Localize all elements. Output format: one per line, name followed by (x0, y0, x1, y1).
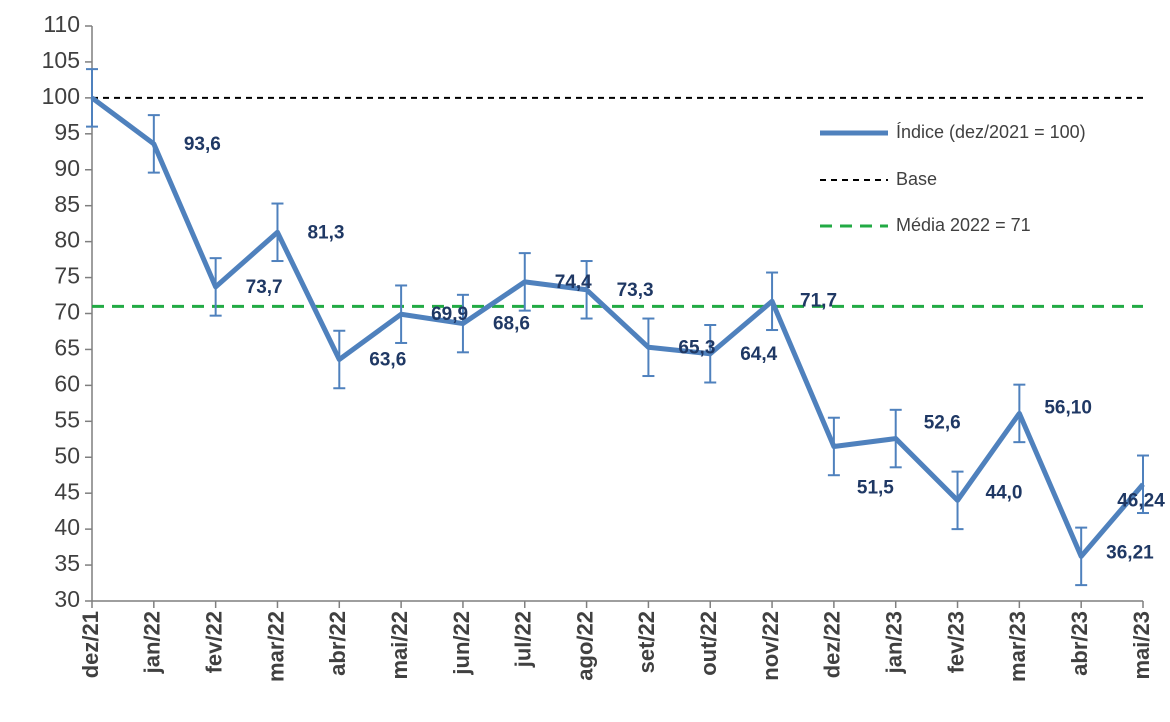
y-tick-label: 40 (54, 514, 80, 540)
value-label: 46,24 (1117, 490, 1165, 511)
x-tick-label: nov/22 (758, 611, 783, 681)
x-tick-label: abr/23 (1067, 611, 1092, 676)
y-tick-label: 45 (54, 478, 80, 504)
x-tick-label: jan/23 (882, 611, 907, 674)
legend-label: Base (896, 169, 937, 189)
x-tick-label: fev/22 (201, 611, 226, 673)
value-label: 36,21 (1106, 542, 1154, 563)
x-tick-label: dez/22 (820, 611, 845, 678)
y-tick-label: 35 (54, 550, 80, 576)
y-tick-label: 105 (42, 47, 80, 73)
value-label: 74,4 (555, 272, 592, 293)
value-label: 73,3 (617, 280, 654, 301)
value-label: 56,10 (1044, 397, 1092, 418)
x-tick-label: fev/23 (943, 611, 968, 673)
value-label: 81,3 (307, 222, 344, 243)
y-tick-label: 95 (54, 119, 80, 145)
value-label: 73,7 (246, 277, 283, 298)
legend-label: Média 2022 = 71 (896, 215, 1031, 235)
value-label: 52,6 (924, 413, 961, 434)
y-tick-label: 80 (54, 227, 80, 253)
x-tick-label: jan/22 (140, 611, 165, 674)
y-tick-label: 70 (54, 299, 80, 325)
y-tick-label: 75 (54, 263, 80, 289)
value-label: 44,0 (986, 482, 1023, 503)
x-tick-label: mar/23 (1005, 611, 1030, 682)
value-label: 68,6 (493, 314, 530, 335)
x-tick-label: ago/22 (572, 611, 597, 681)
value-label: 65,3 (678, 337, 715, 358)
y-tick-label: 65 (54, 335, 80, 361)
x-tick-label: jul/22 (511, 611, 536, 668)
x-tick-label: mai/22 (387, 611, 412, 680)
y-tick-label: 30 (54, 586, 80, 612)
x-tick-label: mai/23 (1129, 611, 1154, 680)
y-tick-label: 85 (54, 191, 80, 217)
y-tick-label: 60 (54, 370, 80, 396)
y-tick-label: 110 (43, 11, 80, 37)
x-tick-label: set/22 (634, 611, 659, 673)
y-tick-label: 50 (54, 442, 80, 468)
y-tick-label: 90 (54, 155, 80, 181)
series-line (90, 95, 1145, 559)
x-tick-label: out/22 (696, 611, 721, 676)
value-label: 93,6 (184, 134, 221, 155)
x-tick-label: abr/22 (325, 611, 350, 676)
x-tick-label: mar/22 (263, 611, 288, 682)
legend-label: Índice (dez/2021 = 100) (896, 122, 1086, 142)
value-label: 63,6 (369, 350, 406, 371)
value-label: 69,9 (431, 304, 468, 325)
value-label: 51,5 (857, 477, 894, 498)
x-tick-label: jun/22 (449, 611, 474, 676)
y-tick-label: 100 (42, 83, 80, 109)
y-tick-label: 55 (54, 406, 80, 432)
value-label: 71,7 (800, 290, 837, 311)
value-label: 64,4 (740, 344, 777, 365)
x-tick-label: dez/21 (78, 611, 103, 678)
